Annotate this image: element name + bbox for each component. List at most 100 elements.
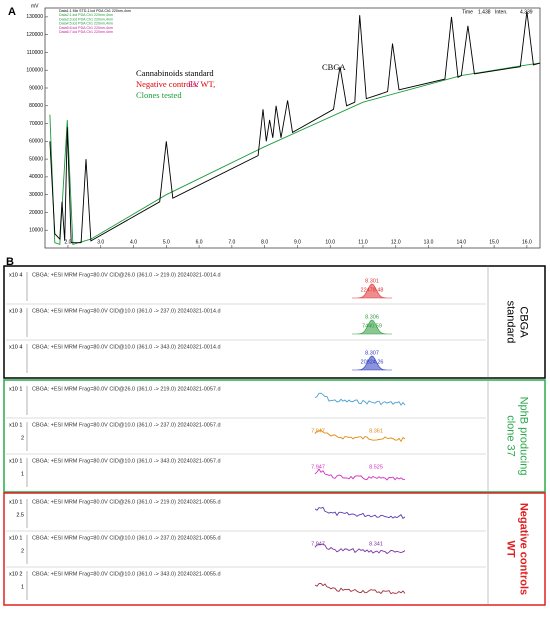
- y-tick-label: 70000: [29, 121, 43, 127]
- x-tick-label: 10.0: [325, 239, 335, 245]
- panel-label: A: [8, 6, 16, 18]
- y-tick-label: 110000: [27, 50, 44, 56]
- y-tick-label: 20000: [29, 210, 43, 216]
- trace: [314, 583, 406, 595]
- scale-label: x10 1: [9, 458, 22, 464]
- trace-title: CBGA: +ESI MRM Frag=80.0V CID@10.0 (361.…: [32, 422, 221, 428]
- peak: [352, 283, 392, 299]
- trace: [314, 392, 406, 406]
- group-box: [3, 265, 546, 379]
- x-tick-label: 5.0: [163, 239, 170, 245]
- peak-annotation: 8.361: [369, 428, 383, 434]
- group-label-line: standard: [505, 301, 517, 344]
- trace-title: CBGA: +ESI MRM Frag=80.0V CID@10.0 (361.…: [32, 344, 221, 350]
- y-tick-label: 40000: [29, 174, 43, 180]
- x-tick-label: 13.0: [424, 239, 434, 245]
- group-label: NphB producingclone 37: [505, 397, 530, 476]
- peak: [352, 319, 392, 335]
- annotation: Cannabinoids standard: [136, 68, 214, 78]
- peak-annotation: 22478.48: [361, 287, 384, 293]
- annotation: Negative controls: WT,: [136, 79, 215, 89]
- y-tick-label: 1: [21, 471, 24, 477]
- group-label-line: Negative controls: [518, 503, 530, 595]
- y-tick-label: 80000: [29, 103, 43, 109]
- x-tick-label: 2.0: [64, 239, 71, 245]
- file-legend: Data3:3.lcd PDA Ch1 220nm,4nm: [59, 17, 113, 21]
- trace-title: CBGA: +ESI MRM Frag=80.0V CID@10.0 (361.…: [32, 308, 221, 314]
- trace: [314, 468, 406, 481]
- status-text: Inten.: [495, 9, 508, 15]
- scale-label: x10 4: [9, 272, 22, 278]
- group-label-line: clone 37: [505, 415, 517, 457]
- y-tick-label: 2: [21, 548, 24, 554]
- x-tick-label: 3.0: [97, 239, 104, 245]
- scale-label: x10 1: [9, 499, 22, 505]
- annotation: EV: [188, 79, 200, 89]
- trace-title: CBGA: +ESI MRM Frag=80.0V CID@26.0 (361.…: [32, 272, 221, 278]
- peak-annotation: 8.301: [365, 278, 379, 284]
- scale-label: x10 4: [9, 344, 22, 350]
- x-tick-label: 4.0: [130, 239, 137, 245]
- y-tick-label: 1: [21, 584, 24, 590]
- trace-title: CBGA: +ESI MRM Frag=80.0V CID@26.0 (361.…: [32, 386, 221, 392]
- trace: [314, 429, 406, 443]
- plot-frame: [44, 7, 541, 249]
- scale-label: x10 1: [9, 535, 22, 541]
- group-label: Negative controlsWT: [505, 503, 530, 595]
- y-unit: mV: [31, 3, 39, 9]
- x-tick-label: 14.0: [456, 239, 466, 245]
- status-text: Time: [462, 9, 473, 15]
- scale-label: x10 2: [9, 571, 22, 577]
- group-box: [3, 379, 546, 493]
- file-legend: Data2:1.lcd PDA Ch1 220nm,4nm: [59, 13, 113, 17]
- trace: [314, 543, 406, 555]
- y-tick-label: 60000: [29, 139, 43, 145]
- x-tick-label: 15.0: [489, 239, 499, 245]
- x-tick-label: 8.0: [261, 239, 268, 245]
- x-tick-label: 12.0: [391, 239, 401, 245]
- trace: [314, 506, 406, 520]
- trace: [49, 62, 541, 246]
- y-tick-label: 120000: [26, 32, 43, 38]
- annotation: Clones tested: [136, 90, 182, 100]
- trace-title: CBGA: +ESI MRM Frag=80.0V CID@10.0 (361.…: [32, 458, 221, 464]
- y-tick-label: 2.5: [16, 512, 24, 518]
- trace-title: CBGA: +ESI MRM Frag=80.0V CID@10.0 (361.…: [32, 535, 221, 541]
- scale-label: x10 1: [9, 386, 22, 392]
- peak-annotation: 8.525: [369, 464, 383, 470]
- file-legend: Data4:5.lcd PDA Ch1 220nm,4nm: [59, 22, 113, 26]
- peak-annotation: 20824.26: [361, 359, 384, 365]
- file-legend: Data5:6.lcd PDA Ch1 220nm,4nm: [59, 26, 113, 30]
- y-tick-label: 100000: [26, 68, 43, 74]
- file-legend: Data6:7.lcd PDA Ch1 220nm,4nm: [59, 30, 113, 34]
- peak-annotation: 7.947: [311, 464, 325, 470]
- x-tick-label: 9.0: [294, 239, 301, 245]
- group-box: [3, 492, 546, 606]
- peak-annotation: 7440.59: [362, 323, 382, 329]
- scale-label: x10 3: [9, 308, 22, 314]
- trace-title: CBGA: +ESI MRM Frag=80.0V CID@10.0 (361.…: [32, 571, 221, 577]
- peak-annotation: 8.307: [365, 350, 379, 356]
- group-label-line: NphB producing: [518, 397, 530, 476]
- y-tick-label: 50000: [29, 156, 43, 162]
- peak-annotation: 8.306: [365, 314, 379, 320]
- y-tick-label: 130000: [26, 14, 43, 20]
- trace: [49, 11, 541, 244]
- x-tick-label: 7.0: [228, 239, 235, 245]
- annotation: CBGA: [322, 62, 346, 72]
- panel-label: B: [6, 256, 14, 268]
- group-label-line: WT: [505, 540, 517, 557]
- x-tick-label: 11.0: [358, 239, 368, 245]
- group-label-line: CBGA: [518, 306, 530, 338]
- y-tick-label: 2: [21, 435, 24, 441]
- y-tick-label: 10000: [29, 228, 43, 234]
- status-text: 4.339: [520, 9, 533, 15]
- file-legend: Data1:1 Mix STD-1.lcd PDA Ch1 220nm,4nm: [59, 9, 131, 13]
- y-tick-label: 30000: [29, 192, 43, 198]
- y-tick-label: 90000: [29, 85, 43, 91]
- trace-title: CBGA: +ESI MRM Frag=80.0V CID@26.0 (361.…: [32, 499, 221, 505]
- peak-annotation: 7.947: [311, 428, 325, 434]
- status-text: 1.438: [478, 9, 491, 15]
- scale-label: x10 1: [9, 422, 22, 428]
